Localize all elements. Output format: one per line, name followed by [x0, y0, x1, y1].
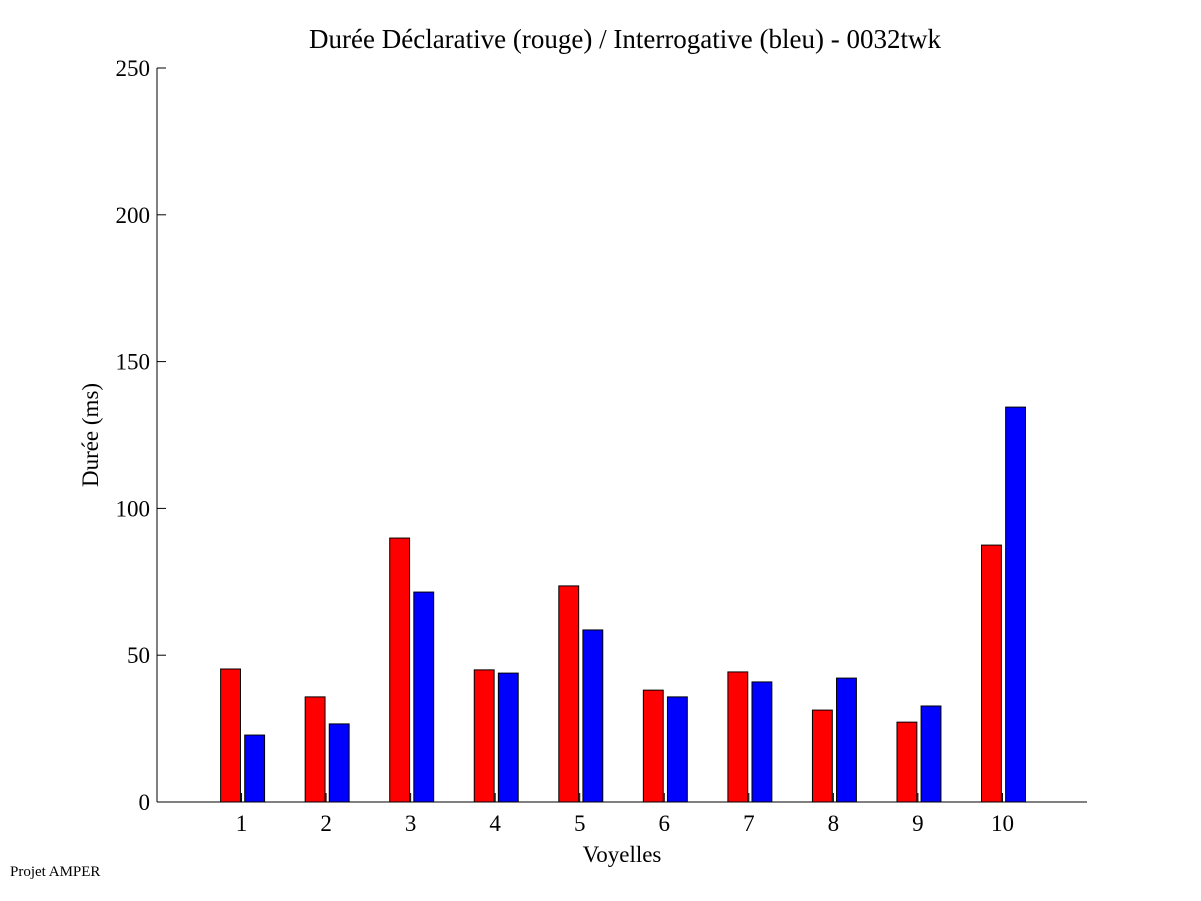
x-tick-label: 2	[320, 811, 332, 836]
x-tick-label: 10	[991, 811, 1014, 836]
bar-interrogative-9	[920, 705, 942, 803]
y-tick-label: 200	[116, 203, 151, 228]
x-tick-label: 6	[659, 811, 671, 836]
bar-interrogative-6	[666, 696, 688, 803]
bar-declarative-3	[389, 537, 411, 803]
chart-title: Durée Déclarative (rouge) / Interrogativ…	[309, 24, 941, 54]
bar-declarative-5	[558, 585, 580, 803]
x-axis-label: Voyelles	[583, 842, 662, 867]
y-axis-label: Durée (ms)	[78, 383, 103, 487]
x-tick-label: 9	[912, 811, 924, 836]
bar-declarative-9	[896, 721, 918, 803]
bar-declarative-2	[304, 696, 326, 803]
y-tick-label: 0	[139, 790, 151, 815]
bar-declarative-4	[473, 669, 495, 803]
bar-declarative-8	[811, 709, 833, 803]
x-tick-label: 8	[828, 811, 840, 836]
x-tick-label: 5	[574, 811, 586, 836]
bar-declarative-6	[642, 689, 664, 803]
bar-interrogative-10	[1005, 406, 1026, 803]
bar-interrogative-8	[836, 677, 857, 803]
y-tick-label: 50	[127, 643, 150, 668]
bar-interrogative-2	[328, 723, 350, 803]
bar-declarative-7	[727, 671, 749, 803]
bar-interrogative-5	[582, 629, 604, 803]
bar-interrogative-7	[751, 681, 773, 803]
x-tick-label: 1	[236, 811, 248, 836]
y-tick-label: 100	[116, 496, 151, 521]
y-tick-label: 250	[116, 56, 151, 81]
bar-declarative-10	[981, 544, 1002, 803]
footer-label: Projet AMPER	[10, 864, 101, 880]
x-tick-label: 3	[405, 811, 417, 836]
bar-interrogative-1	[244, 734, 266, 803]
bar-interrogative-4	[497, 672, 519, 803]
y-tick-label: 150	[116, 350, 151, 375]
x-tick-label: 4	[489, 811, 501, 836]
x-tick-label: 7	[743, 811, 755, 836]
bar-interrogative-3	[413, 591, 435, 803]
bar-declarative-1	[220, 668, 241, 803]
